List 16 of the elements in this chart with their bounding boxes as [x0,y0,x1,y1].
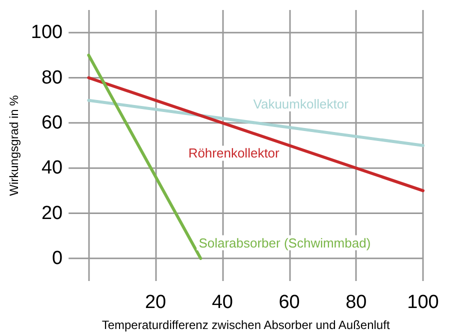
y-tick-label: 80 [41,67,63,88]
y-tick-label: 40 [41,158,63,179]
x-tick-label: 100 [407,292,439,313]
x-tick-label: 40 [212,292,233,313]
x-tick-label: 20 [144,292,166,313]
y-tick-label: 60 [41,112,63,134]
y-tick-label: 0 [52,248,63,269]
y-tick-label: 20 [41,202,63,224]
series-label: Vakuumkollektor [253,96,350,112]
y-axis-title: Wirkungsgrad in % [7,94,21,196]
series-label: Röhrenkollektor [188,146,280,161]
x-tick-label: 60 [278,292,300,313]
x-tick-label: 80 [346,292,367,313]
y-tick-label: 100 [30,22,63,44]
x-axis-title: Temperaturdifferenz zwischen Absorber und Außenluft [102,318,390,332]
series-label: Solarabsorber (Schwimmbad) [198,235,371,250]
